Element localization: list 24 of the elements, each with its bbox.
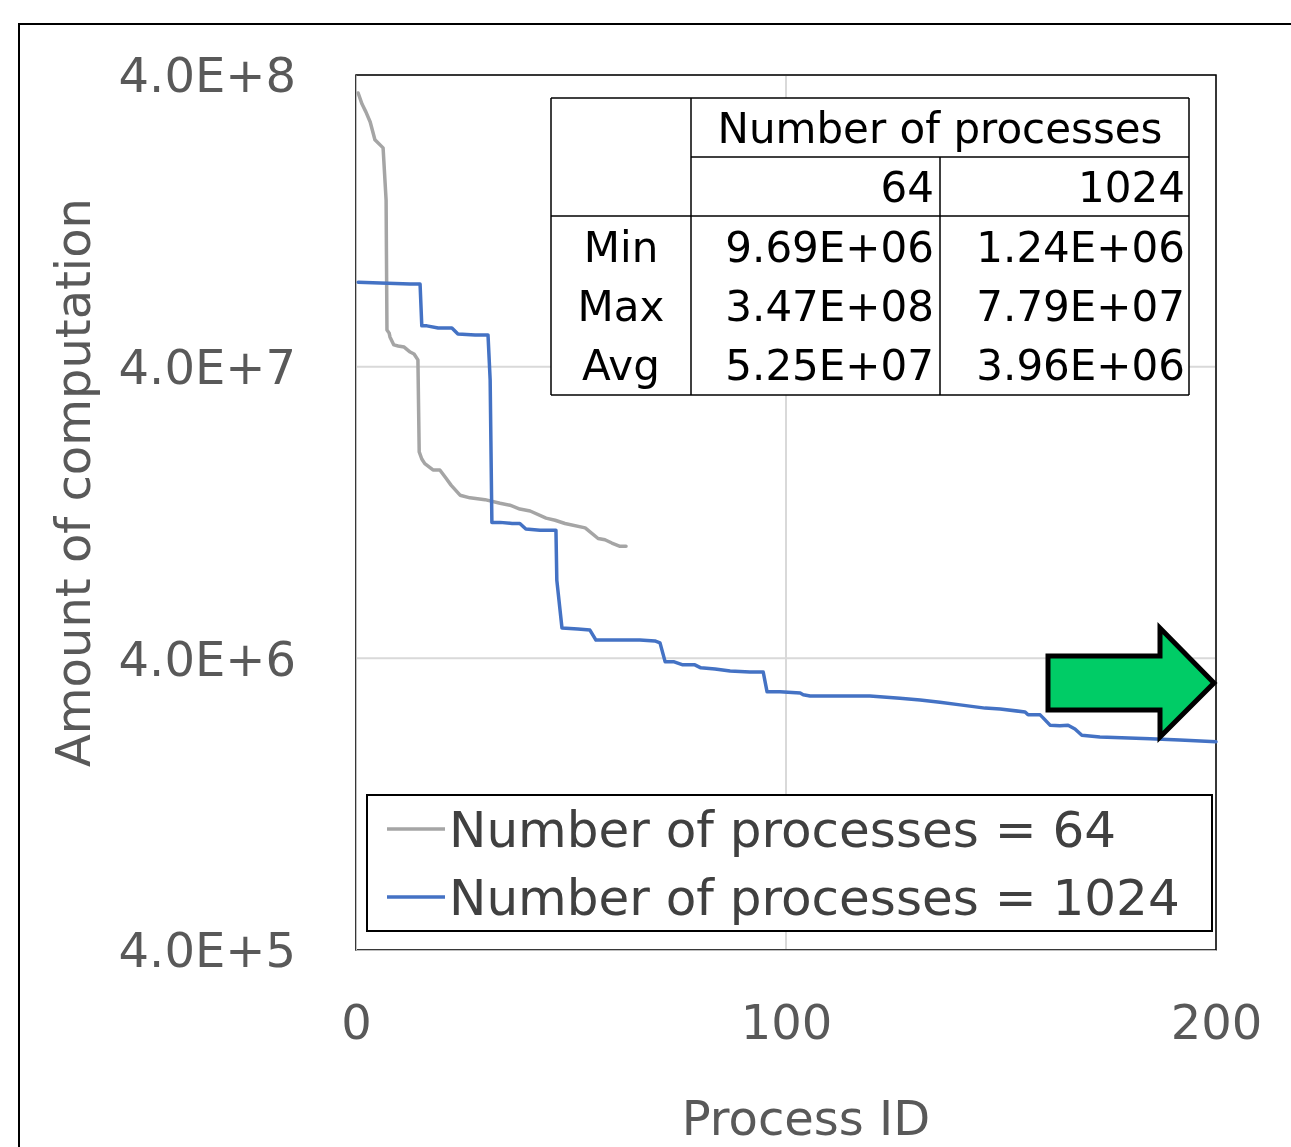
- annotation: 3.47E+08: [725, 282, 934, 331]
- x-tick-label: 0: [341, 994, 372, 1051]
- legend-label: Number of processes = 1024: [449, 869, 1180, 927]
- annotation: 1024: [1078, 163, 1185, 212]
- annotation: 7.79E+07: [976, 282, 1185, 331]
- y-tick-label: 4.0E+7: [118, 338, 296, 395]
- annotation: 1.24E+06: [976, 223, 1185, 272]
- x-tick-label: 200: [1170, 994, 1263, 1051]
- annotation: Min: [583, 223, 659, 272]
- annotation: Avg: [582, 341, 660, 390]
- annotation: 3.96E+06: [976, 341, 1185, 390]
- line-series: [356, 280, 1218, 744]
- annotation: 5.25E+07: [725, 341, 934, 390]
- annotation: 9.69E+06: [725, 223, 934, 272]
- x-axis-title: Process ID: [681, 1090, 931, 1146]
- annotation: Max: [577, 282, 665, 331]
- annotation: Number of processes: [717, 104, 1163, 153]
- y-tick-label: 4.0E+5: [118, 922, 296, 979]
- legend-label: Number of processes = 64: [449, 801, 1117, 859]
- y-axis-title: Amount of computation: [45, 198, 101, 767]
- annotation: 64: [880, 163, 934, 212]
- y-tick-label: 4.0E+8: [118, 47, 296, 104]
- y-tick-label: 4.0E+6: [118, 630, 296, 687]
- x-tick-label: 100: [740, 994, 833, 1051]
